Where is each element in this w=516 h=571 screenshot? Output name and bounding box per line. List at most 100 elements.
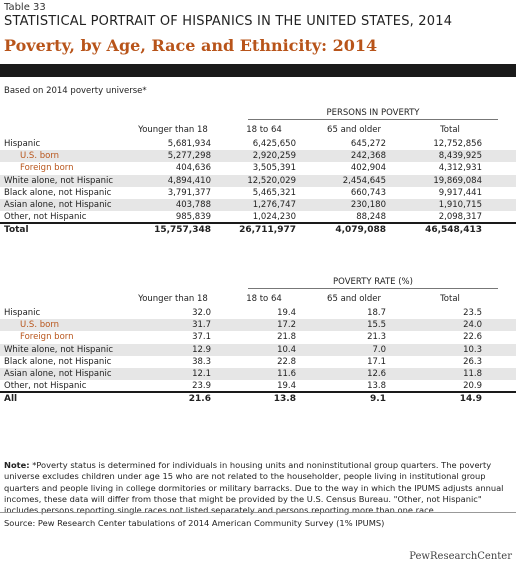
cell-value: 38.3 — [192, 356, 211, 367]
cell-value: 1,910,715 — [438, 200, 482, 210]
cell-value: 11.6 — [277, 369, 296, 379]
cell-value: 12,752,856 — [433, 139, 482, 149]
rates-heading: POVERTY RATE (%) — [248, 277, 498, 289]
cell-value: 18.7 — [367, 308, 386, 318]
column-header: 18 to 64 — [246, 294, 282, 304]
cell-value: 23.9 — [192, 381, 211, 392]
brand-logo: PewResearchCenter — [409, 551, 512, 562]
source-text: Source: Pew Research Center tabulations … — [4, 518, 385, 528]
cell-value: 5,465,321 — [252, 187, 296, 198]
cell-value: 403,788 — [175, 200, 211, 210]
total-row: Total 15,757,348 26,711,977 4,079,088 46,548… — [0, 224, 516, 236]
cell-value: 402,904 — [350, 163, 386, 174]
table-row: Foreign born 37.1 21.8 21.3 22.6 — [0, 331, 516, 343]
cell-value: 26.3 — [463, 356, 482, 367]
row-label: Asian alone, not Hispanic — [4, 200, 112, 210]
row-label: Asian alone, not Hispanic — [4, 369, 112, 379]
cell-value: 2,098,317 — [438, 212, 482, 223]
universe-text: Based on 2014 poverty universe* — [4, 86, 147, 96]
cell-value: 12.9 — [192, 344, 211, 355]
cell-value: 3,791,377 — [167, 187, 211, 198]
column-header: 18 to 64 — [246, 125, 282, 135]
note: Note: *Poverty status is determined for … — [4, 460, 512, 516]
cell-value: 13.8 — [273, 394, 296, 405]
row-label: White alone, not Hispanic — [4, 175, 114, 186]
column-header: 65 and older — [327, 125, 381, 135]
cell-value: 10.4 — [277, 344, 296, 355]
table-row: Hispanic 32.0 19.4 18.7 23.5 — [0, 307, 516, 319]
cell-value: 88,248 — [356, 212, 386, 223]
row-label: U.S. born — [20, 320, 60, 331]
row-label: Hispanic — [4, 308, 41, 318]
page-title: Poverty, by Age, Race and Ethnicity: 201… — [4, 36, 378, 55]
cell-value: 10.3 — [463, 344, 482, 355]
total-row: All 21.6 13.8 9.1 14.9 — [0, 393, 516, 405]
table-number: Table 33 — [4, 2, 46, 13]
cell-value: 13.8 — [367, 381, 386, 392]
table-row: White alone, not Hispanic 12.9 10.4 7.0 10.3 — [0, 343, 516, 356]
cell-value: 46,548,413 — [425, 225, 482, 236]
note-label: Note: — [4, 460, 30, 470]
cell-value: 8,439,925 — [438, 151, 482, 162]
cell-value: 17.2 — [277, 320, 296, 331]
cell-value: 4,894,410 — [167, 175, 211, 186]
cell-value: 5,277,298 — [167, 151, 211, 162]
column-header: Total — [440, 125, 460, 135]
row-label: All — [4, 394, 18, 405]
column-header: Younger than 18 — [138, 125, 208, 135]
cell-value: 32.0 — [192, 308, 211, 318]
column-header: Total — [440, 294, 460, 304]
cell-value: 12.1 — [192, 369, 211, 379]
footer-divider — [0, 512, 516, 513]
note-text: *Poverty status is determined for indivi… — [4, 460, 504, 516]
table-row: Asian alone, not Hispanic 403,788 1,276,74… — [0, 199, 516, 211]
cell-value: 4,312,931 — [438, 163, 482, 174]
cell-value: 2,454,645 — [342, 175, 386, 186]
cell-value: 242,368 — [350, 151, 386, 162]
cell-value: 12,520,029 — [247, 175, 296, 186]
row-label: White alone, not Hispanic — [4, 344, 114, 355]
table-row: Asian alone, not Hispanic 12.1 11.6 12.6 11.… — [0, 368, 516, 380]
table-row: Black alone, not Hispanic 38.3 22.8 17.1 26.… — [0, 356, 516, 368]
cell-value: 6,425,650 — [252, 139, 296, 149]
row-label: Other, not Hispanic — [4, 212, 87, 223]
cell-value: 11.8 — [463, 369, 482, 379]
cell-value: 19.4 — [277, 308, 296, 318]
total-divider — [0, 222, 516, 225]
cell-value: 26,711,977 — [239, 225, 296, 236]
cell-value: 645,272 — [350, 139, 386, 149]
cell-value: 7.0 — [372, 344, 386, 355]
cell-value: 1,276,747 — [252, 200, 296, 210]
cell-value: 12.6 — [367, 369, 386, 379]
cell-value: 9,917,441 — [438, 187, 482, 198]
table-row: U.S. born 31.7 17.2 15.5 24.0 — [0, 319, 516, 332]
cell-value: 31.7 — [192, 320, 211, 331]
row-label: Total — [4, 225, 29, 236]
row-label: Other, not Hispanic — [4, 381, 87, 392]
cell-value: 2,920,259 — [252, 151, 296, 162]
table-row: Other, not Hispanic 23.9 19.4 13.8 20.9 — [0, 380, 516, 392]
cell-value: 21.6 — [188, 394, 211, 405]
table-row: Foreign born 404,636 3,505,391 402,904 4,312… — [0, 162, 516, 174]
total-divider — [0, 391, 516, 394]
cell-value: 22.8 — [277, 356, 296, 367]
row-label: Hispanic — [4, 139, 41, 149]
column-header: 65 and older — [327, 294, 381, 304]
cell-value: 21.3 — [367, 332, 386, 343]
table-row: Other, not Hispanic 985,839 1,024,230 88,24… — [0, 211, 516, 223]
cell-value: 23.5 — [463, 308, 482, 318]
table-row: Black alone, not Hispanic 3,791,377 5,465,… — [0, 187, 516, 199]
row-label: Black alone, not Hispanic — [4, 356, 112, 367]
cell-value: 19.4 — [277, 381, 296, 392]
cell-value: 20.9 — [463, 381, 482, 392]
column-header: Younger than 18 — [138, 294, 208, 304]
title-bar — [0, 64, 516, 77]
cell-value: 404,636 — [175, 163, 211, 174]
cell-value: 19,869,084 — [433, 175, 482, 186]
cell-value: 660,743 — [350, 187, 386, 198]
table-row: U.S. born 5,277,298 2,920,259 242,368 8,439,… — [0, 150, 516, 163]
cell-value: 37.1 — [192, 332, 211, 343]
cell-value: 24.0 — [463, 320, 482, 331]
table-row: White alone, not Hispanic 4,894,410 12,520… — [0, 174, 516, 187]
super-title: STATISTICAL PORTRAIT OF HISPANICS IN THE… — [4, 14, 453, 29]
